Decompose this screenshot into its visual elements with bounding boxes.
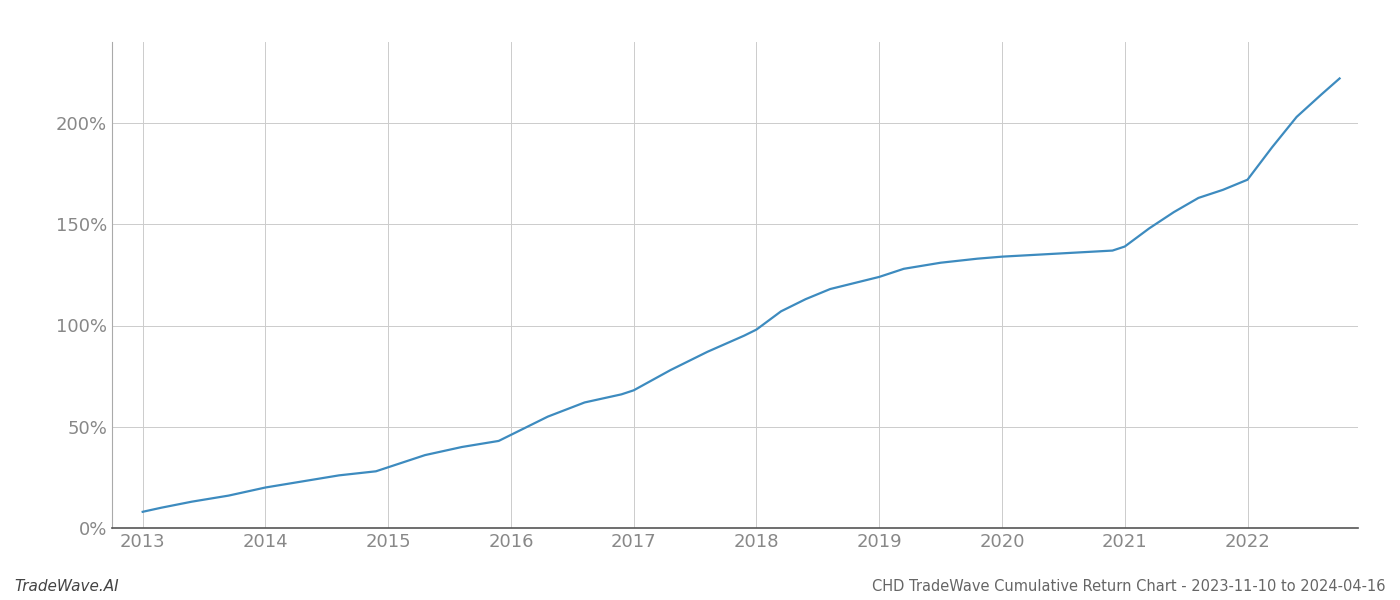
Text: TradeWave.AI: TradeWave.AI bbox=[14, 579, 119, 594]
Text: CHD TradeWave Cumulative Return Chart - 2023-11-10 to 2024-04-16: CHD TradeWave Cumulative Return Chart - … bbox=[872, 579, 1386, 594]
